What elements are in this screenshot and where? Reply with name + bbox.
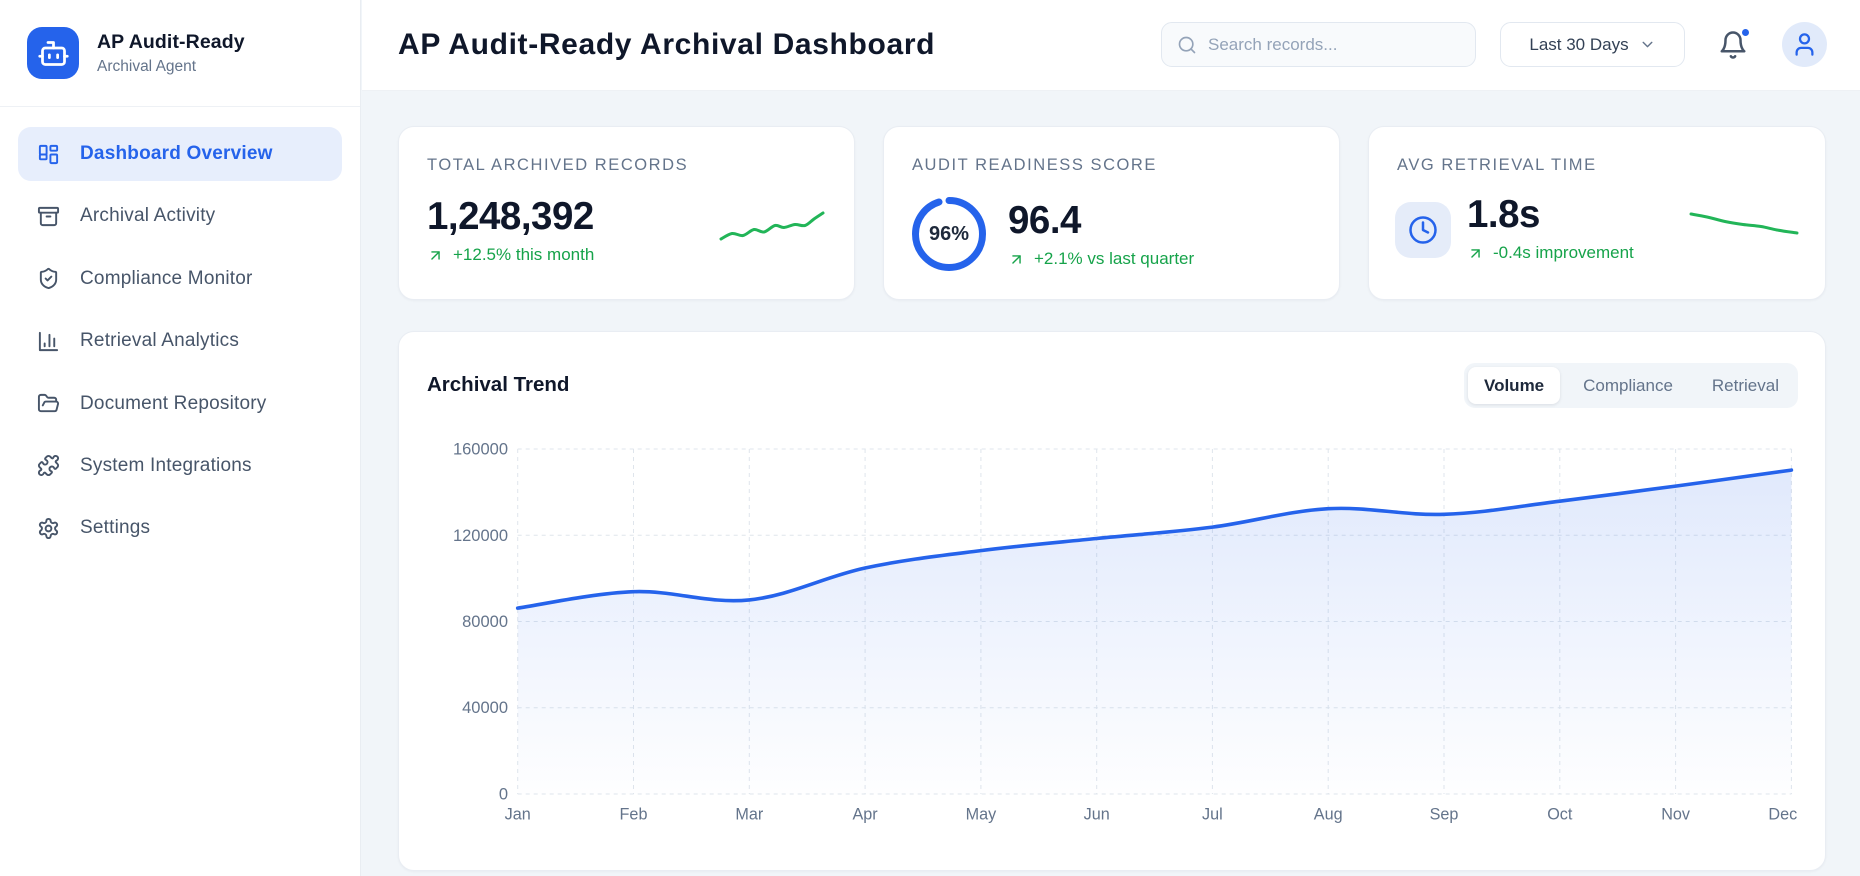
svg-text:0: 0 xyxy=(499,786,508,804)
svg-text:Apr: Apr xyxy=(852,806,878,824)
svg-text:Nov: Nov xyxy=(1661,806,1691,824)
svg-text:May: May xyxy=(966,806,997,824)
svg-text:Aug: Aug xyxy=(1314,806,1343,824)
svg-text:Feb: Feb xyxy=(620,806,648,824)
svg-text:Dec: Dec xyxy=(1768,806,1797,824)
svg-text:Jan: Jan xyxy=(505,806,531,824)
svg-text:80000: 80000 xyxy=(462,613,508,631)
svg-text:160000: 160000 xyxy=(453,441,508,459)
svg-text:Sep: Sep xyxy=(1430,806,1459,824)
svg-text:120000: 120000 xyxy=(453,527,508,545)
svg-text:Jul: Jul xyxy=(1202,806,1223,824)
svg-text:Mar: Mar xyxy=(735,806,763,824)
svg-text:Oct: Oct xyxy=(1547,806,1573,824)
svg-text:40000: 40000 xyxy=(462,699,508,717)
svg-text:Jun: Jun xyxy=(1084,806,1110,824)
